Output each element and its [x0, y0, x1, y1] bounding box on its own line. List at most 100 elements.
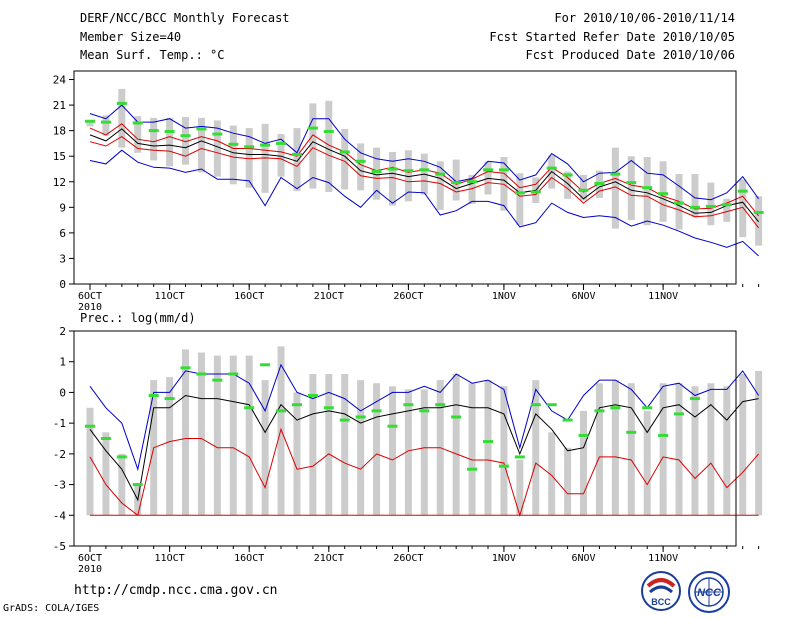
temp-series-max: [89, 104, 760, 201]
prec-spread-bar: [197, 352, 205, 516]
temp-spread-bar: [707, 182, 715, 226]
temp-spread-bar: [166, 117, 174, 167]
prec-obs-mark: [530, 403, 541, 407]
prec-ytick-label: 0: [59, 386, 66, 399]
temp-obs-mark: [721, 203, 732, 207]
temp-series-min: [89, 149, 759, 257]
prec-xtick-label: 11OCT: [155, 553, 185, 564]
prec-obs-mark: [658, 433, 669, 437]
temp-obs-mark: [562, 173, 573, 177]
prec-spread-bar: [341, 374, 349, 516]
prec-ytick-label: 2: [59, 325, 66, 338]
temp-obs-mark: [658, 192, 669, 196]
prec-obs-mark: [689, 397, 700, 401]
prec-ytick-label: -4: [53, 509, 67, 522]
temp-series-lower: [89, 136, 759, 229]
temp-obs-mark: [323, 129, 334, 133]
prec-ytick-label: -3: [53, 479, 66, 492]
prec-obs-mark: [291, 403, 302, 407]
temp-ytick-label: 3: [59, 252, 66, 265]
prec-spread-bar: [611, 380, 619, 516]
prec-spread-bar: [532, 380, 540, 516]
prec-obs-mark: [435, 403, 446, 407]
prec-ytick-label: -5: [53, 540, 66, 553]
prec-spread-bar: [213, 355, 221, 516]
variable-title-temp: Mean Surf. Temp.: °C: [80, 48, 225, 62]
temp-obs-mark: [467, 180, 478, 184]
prec-obs-mark: [244, 406, 255, 410]
temp-spread-bar: [388, 151, 396, 206]
temp-obs-mark: [260, 143, 271, 147]
temp-spread-bar: [373, 147, 381, 200]
temp-obs-mark: [371, 170, 382, 174]
prec-obs-mark: [180, 366, 191, 370]
temp-spread-bar: [611, 147, 619, 229]
temp-xtick-label: 1NOV: [492, 291, 516, 302]
temp-spread-bar: [627, 156, 635, 221]
temp-obs-mark: [339, 150, 350, 154]
temp-obs-mark: [212, 132, 223, 136]
ncc-logo: NCC: [688, 571, 730, 613]
prec-obs-mark: [307, 394, 318, 397]
prec-obs-mark: [610, 406, 621, 410]
bcc-logo-text: BCC: [651, 597, 671, 607]
temp-spread-bar: [659, 161, 667, 222]
prec-obs-mark: [498, 464, 509, 468]
prec-spread-bar: [118, 453, 126, 516]
temp-ytick-label: 0: [59, 278, 66, 291]
prec-obs-mark: [451, 415, 462, 419]
prec-spread-bar: [484, 380, 492, 516]
prec-obs-mark: [387, 424, 398, 428]
bcc-logo: BCC: [641, 571, 681, 611]
prec-obs-mark: [403, 403, 414, 407]
prec-obs-mark: [483, 440, 493, 444]
temp-frame: [73, 70, 737, 285]
prec-obs-mark: [260, 363, 271, 367]
prec-obs-mark: [546, 403, 557, 407]
prec-xtick-label: 21OCT: [314, 553, 344, 564]
prec-spread-bar: [388, 386, 396, 516]
temp-spread-bar: [277, 134, 285, 177]
prec-obs-mark: [578, 433, 589, 437]
temp-spread-bar: [118, 88, 126, 148]
prec-spread-bar: [723, 386, 731, 516]
prec-spread-bar: [675, 383, 683, 516]
prec-spread-bar: [229, 355, 237, 516]
prec-spread-bar: [691, 386, 699, 516]
prec-obs-mark: [196, 372, 207, 376]
temp-spread-bar: [309, 103, 317, 189]
temp-ytick-label: 6: [59, 227, 66, 240]
temp-obs-mark: [483, 168, 493, 172]
temp-obs-mark: [451, 181, 462, 185]
temp-ytick-label: 9: [59, 201, 66, 214]
prec-spread-bar: [293, 392, 301, 516]
prec-spread-bar: [261, 380, 269, 516]
temp-spread-bar: [580, 174, 588, 201]
temp-spread-bar: [739, 179, 747, 238]
temp-spread-bar: [516, 173, 524, 226]
temp-obs-mark: [291, 152, 302, 156]
temp-xtick-label: 16OCT: [234, 291, 264, 302]
temp-spread-bar: [134, 116, 142, 153]
temp-spread-bar: [436, 161, 444, 210]
temp-obs-mark: [578, 188, 589, 192]
temp-spread-bar: [229, 125, 237, 185]
prec-year-label: 2010: [78, 564, 102, 575]
prec-spread-bar: [468, 383, 476, 516]
prec-spread-bar: [739, 374, 747, 516]
temp-spread-bar: [404, 150, 412, 202]
prec-obs-mark: [355, 415, 366, 419]
temp-ytick-label: 12: [53, 176, 66, 189]
prec-ytick-label: -2: [53, 448, 66, 461]
temp-spread-bar: [182, 117, 190, 165]
temp-obs-mark: [689, 205, 700, 209]
prec-obs-mark: [514, 455, 525, 459]
temp-ytick-label: 18: [53, 125, 66, 138]
prec-spread-bar: [452, 374, 460, 516]
prec-xtick-label: 1NOV: [492, 553, 516, 564]
temp-ytick-label: 15: [53, 150, 66, 163]
temp-obs-mark: [244, 145, 255, 149]
temp-spread-bar: [564, 171, 572, 199]
source-url[interactable]: http://cmdp.ncc.cma.gov.cn: [74, 583, 278, 598]
temp-xtick-label: 11NOV: [648, 291, 678, 302]
